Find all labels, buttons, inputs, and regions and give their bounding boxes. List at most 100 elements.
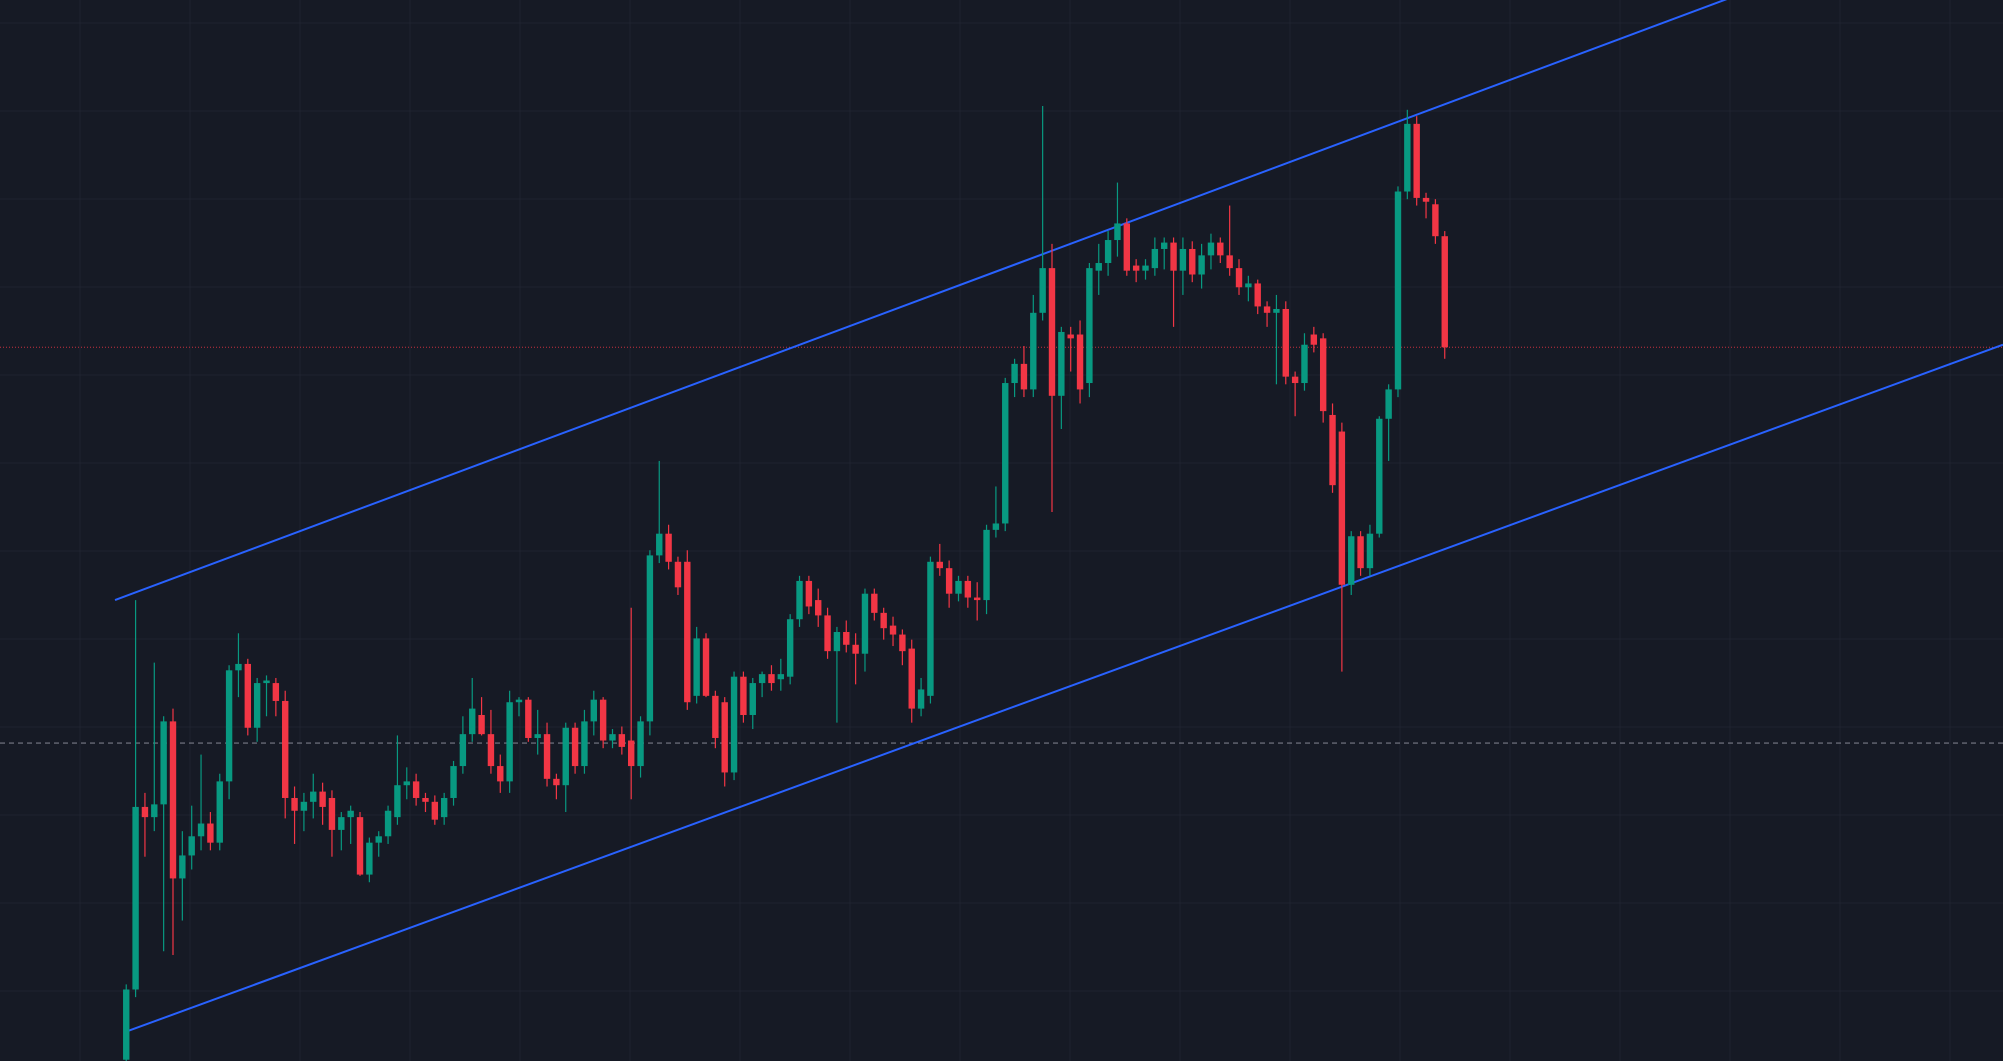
- candle-body: [684, 561, 691, 703]
- candle-body: [1086, 268, 1093, 384]
- candle-body: [843, 632, 850, 645]
- candle-body: [384, 810, 392, 837]
- candle-body: [768, 674, 775, 684]
- candle-body: [207, 823, 214, 843]
- candle-body: [1039, 268, 1046, 313]
- candle-body: [1198, 255, 1205, 275]
- candle-body: [562, 727, 569, 786]
- candle-body: [983, 529, 990, 601]
- candle-body: [1404, 123, 1411, 192]
- candle-body: [1329, 414, 1336, 486]
- candle-body: [880, 612, 887, 629]
- candle-body: [282, 700, 289, 798]
- candle-body: [179, 855, 186, 879]
- candle-body: [992, 523, 1000, 530]
- candle-body: [272, 683, 280, 701]
- candle-body: [160, 721, 167, 805]
- candle-body: [712, 695, 719, 738]
- candle-body: [216, 781, 223, 843]
- candle-body: [1161, 242, 1168, 249]
- candle-body: [1151, 248, 1159, 269]
- candle-body: [1226, 255, 1233, 269]
- candle-body: [824, 615, 831, 652]
- candle-body: [1366, 533, 1374, 569]
- candle-body: [1189, 248, 1196, 275]
- candle-body: [1235, 268, 1243, 288]
- candle-body: [1011, 363, 1018, 384]
- candle-body: [440, 797, 448, 818]
- candle-body: [609, 734, 616, 741]
- candle-body: [889, 625, 897, 635]
- candle-body: [235, 663, 242, 671]
- candle-body: [581, 721, 588, 767]
- candle-body: [749, 683, 756, 715]
- candle-body: [973, 597, 981, 601]
- candle-body: [1301, 344, 1308, 384]
- candle-body: [1338, 431, 1346, 585]
- candle-body: [805, 580, 813, 607]
- candle-body: [478, 714, 485, 735]
- candle-body: [244, 663, 252, 728]
- candle-body: [927, 561, 934, 696]
- candle-body: [721, 702, 728, 773]
- candle-body: [955, 580, 962, 594]
- candle-body: [338, 817, 345, 830]
- candle-body: [861, 593, 869, 654]
- candle-body: [1114, 223, 1121, 241]
- candle-body: [665, 533, 672, 562]
- candle-body: [1441, 236, 1448, 348]
- candle-body: [627, 740, 635, 767]
- candle-body: [702, 638, 710, 696]
- candle-body: [310, 791, 317, 802]
- candle-body: [899, 634, 906, 652]
- candle-body: [758, 674, 766, 684]
- candle-body: [1123, 223, 1131, 271]
- candle-body: [936, 561, 943, 569]
- candle-body: [356, 817, 364, 875]
- candle-body: [618, 734, 626, 747]
- candle-body: [534, 734, 541, 738]
- candle-body: [1432, 204, 1439, 237]
- candle-body: [225, 670, 233, 782]
- channel-line: [114, 0, 1728, 602]
- candle-body: [188, 836, 195, 856]
- candle-body: [833, 632, 841, 652]
- candle-body: [197, 823, 205, 837]
- candle-body: [1132, 265, 1140, 271]
- candle-body: [571, 727, 579, 767]
- candle-body: [1048, 268, 1056, 396]
- candle-body: [151, 804, 158, 818]
- candle-body: [525, 699, 532, 738]
- candle-body: [459, 734, 467, 767]
- candle-body: [1095, 263, 1102, 271]
- channel-line: [125, 343, 2003, 1033]
- candle-body: [319, 791, 326, 807]
- candle-body: [1179, 248, 1187, 271]
- candle-body: [599, 699, 607, 741]
- candle-body: [1217, 242, 1224, 256]
- candle-body: [141, 806, 149, 818]
- candle-body: [1030, 312, 1037, 390]
- candle-body: [1263, 306, 1271, 313]
- candle-body: [431, 801, 439, 820]
- candle-body: [169, 721, 177, 879]
- candle-body: [1058, 331, 1065, 396]
- candle-body: [590, 699, 597, 722]
- candle-body: [1357, 536, 1364, 569]
- candle-body: [132, 806, 139, 990]
- candle-body: [646, 555, 654, 722]
- candle-body: [515, 699, 523, 703]
- candle-body: [487, 734, 495, 767]
- candle-body: [1245, 283, 1252, 288]
- candle-body: [871, 593, 878, 613]
- candle-body: [908, 648, 915, 709]
- candle-body: [347, 810, 354, 818]
- candle-body: [497, 766, 504, 782]
- candle-body: [1142, 265, 1149, 271]
- candle-body: [328, 797, 336, 830]
- candle-body: [1376, 418, 1383, 534]
- candle-body: [422, 797, 429, 802]
- candle-body: [964, 580, 972, 598]
